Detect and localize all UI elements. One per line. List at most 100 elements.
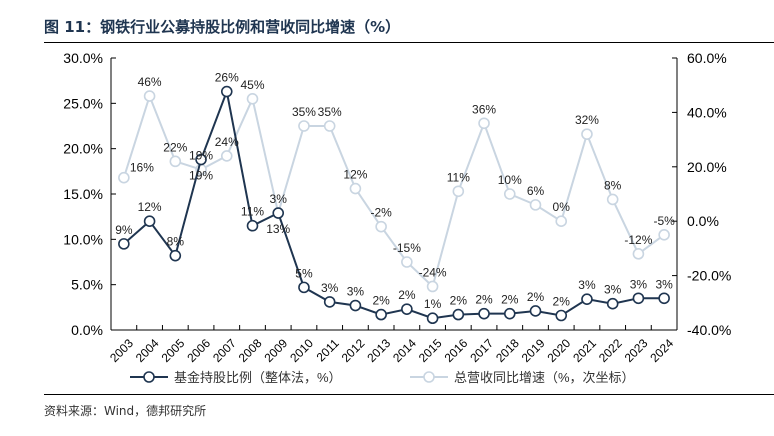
left-tick-label: 0.0% bbox=[71, 322, 103, 338]
data-label: 16% bbox=[130, 161, 154, 175]
data-point bbox=[658, 292, 670, 305]
x-tick-label: 2023 bbox=[622, 336, 651, 365]
data-label: 35% bbox=[292, 105, 316, 119]
data-point bbox=[349, 299, 362, 312]
data-label: 36% bbox=[472, 102, 496, 116]
data-label: 46% bbox=[138, 75, 162, 89]
title-divider bbox=[44, 42, 774, 43]
data-point bbox=[298, 120, 310, 132]
left-tick-label: 30.0% bbox=[63, 50, 103, 66]
data-label: 32% bbox=[575, 113, 599, 127]
figure-title: 图 11：钢铁行业公募持股比例和营收同比增速（%） bbox=[44, 18, 401, 36]
data-point bbox=[452, 185, 465, 198]
data-label: 2% bbox=[553, 294, 571, 308]
data-point bbox=[118, 171, 130, 184]
data-label: 8% bbox=[604, 178, 622, 192]
data-point bbox=[246, 219, 259, 232]
data-point bbox=[478, 307, 490, 320]
data-label: 2% bbox=[475, 293, 493, 307]
data-point bbox=[169, 155, 182, 168]
data-point bbox=[349, 182, 362, 195]
data-point bbox=[555, 215, 568, 227]
data-label: 12% bbox=[343, 168, 367, 182]
data-point bbox=[503, 188, 516, 200]
x-tick-label: 2014 bbox=[390, 336, 419, 365]
data-point bbox=[169, 249, 182, 262]
data-point bbox=[220, 85, 233, 98]
data-label: -24% bbox=[419, 265, 447, 279]
data-point bbox=[581, 128, 593, 140]
data-label: 10% bbox=[498, 173, 522, 187]
data-point bbox=[298, 281, 310, 294]
right-tick-label: 40.0% bbox=[687, 104, 727, 120]
data-point bbox=[272, 207, 285, 219]
series-line-1 bbox=[122, 93, 665, 289]
data-point bbox=[401, 303, 413, 315]
data-label: 5% bbox=[295, 266, 313, 280]
data-point bbox=[606, 193, 619, 206]
left-tick-label: 20.0% bbox=[63, 141, 103, 157]
data-label: 0% bbox=[553, 200, 571, 214]
data-point bbox=[452, 308, 465, 321]
legend-marker bbox=[143, 371, 155, 383]
data-label: 2% bbox=[398, 288, 416, 302]
legend-marker bbox=[423, 371, 435, 383]
data-label: 2% bbox=[501, 293, 519, 307]
data-point bbox=[581, 293, 593, 305]
data-point bbox=[323, 296, 336, 308]
left-tick-label: 5.0% bbox=[71, 277, 103, 293]
data-point bbox=[246, 93, 259, 105]
left-tick-label: 25.0% bbox=[63, 95, 103, 111]
legend-label: 基金持股比例（整体法，%） bbox=[174, 370, 342, 385]
data-label: 2% bbox=[450, 294, 468, 308]
right-tick-label: 0.0% bbox=[687, 213, 719, 229]
data-label: 3% bbox=[578, 278, 596, 292]
x-tick-label: 2020 bbox=[545, 336, 574, 365]
data-point bbox=[143, 90, 156, 102]
legend-label: 总营收同比增速（%，次坐标） bbox=[454, 370, 635, 385]
x-tick-label: 2008 bbox=[236, 336, 265, 365]
x-tick-label: 2003 bbox=[107, 336, 136, 365]
data-label: 24% bbox=[215, 135, 239, 149]
data-point bbox=[478, 117, 490, 130]
data-label: 3% bbox=[270, 192, 288, 206]
data-label: 2% bbox=[527, 290, 545, 304]
data-point bbox=[401, 256, 413, 268]
x-tick-label: 2005 bbox=[159, 336, 188, 365]
data-point bbox=[195, 153, 207, 166]
data-label: 13% bbox=[266, 222, 290, 236]
data-label: -12% bbox=[624, 233, 652, 247]
data-label: 1% bbox=[424, 297, 442, 311]
x-tick-label: 2011 bbox=[314, 336, 342, 364]
data-label: 12% bbox=[138, 200, 162, 214]
series-line-0 bbox=[123, 87, 665, 320]
left-tick-label: 15.0% bbox=[63, 186, 103, 202]
right-tick-label: 60.0% bbox=[687, 50, 727, 66]
data-label: 3% bbox=[630, 277, 648, 291]
data-label: -5% bbox=[653, 214, 675, 228]
x-tick-label: 2010 bbox=[287, 336, 316, 365]
data-label: 11% bbox=[241, 205, 264, 219]
x-tick-label: 2021 bbox=[570, 336, 599, 365]
x-tick-label: 2006 bbox=[184, 336, 213, 365]
right-tick-label: -20.0% bbox=[687, 268, 731, 284]
data-labels: 16%46%22%19%24%45%3%35% 35%12%-2%-15%-24%… bbox=[115, 71, 675, 312]
data-label: -15% bbox=[393, 241, 421, 255]
right-tick-label: 20.0% bbox=[687, 159, 727, 175]
x-tick-label: 2004 bbox=[133, 336, 162, 365]
source-note: 资料来源：Wind，德邦研究所 bbox=[44, 404, 207, 418]
data-point bbox=[529, 305, 542, 317]
data-label: 3% bbox=[321, 281, 339, 295]
data-point bbox=[529, 199, 542, 211]
data-point bbox=[375, 308, 387, 321]
left-tick-label: 10.0% bbox=[63, 231, 103, 247]
data-label: 3% bbox=[604, 283, 622, 297]
source-divider bbox=[44, 394, 774, 395]
data-label: 6% bbox=[527, 184, 545, 198]
data-label: 2% bbox=[372, 294, 390, 308]
data-label: 19% bbox=[189, 149, 213, 163]
data-point bbox=[426, 280, 439, 293]
data-point bbox=[143, 215, 156, 227]
x-tick-label: 2024 bbox=[647, 336, 676, 365]
